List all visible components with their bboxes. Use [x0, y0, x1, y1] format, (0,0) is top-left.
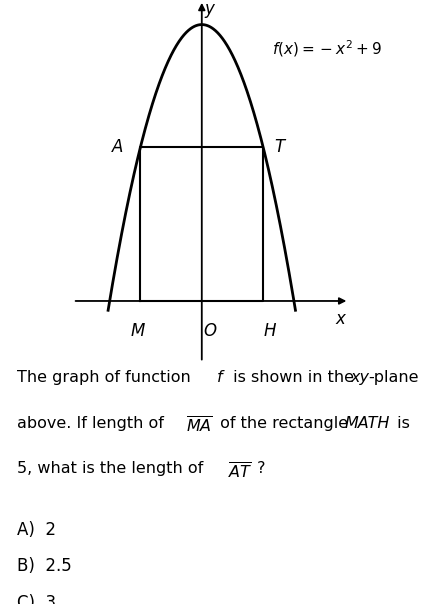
- Text: A)  2: A) 2: [17, 521, 56, 539]
- Text: MATH: MATH: [345, 416, 390, 431]
- Text: f: f: [217, 370, 222, 385]
- Text: ?: ?: [252, 461, 266, 477]
- Text: $\overline{AT}$: $\overline{AT}$: [228, 461, 253, 481]
- Text: is: is: [392, 416, 409, 431]
- Text: H: H: [263, 323, 276, 341]
- Text: A: A: [112, 138, 124, 156]
- Text: xy: xy: [351, 370, 370, 385]
- Text: O: O: [203, 323, 216, 341]
- Text: M: M: [130, 323, 144, 341]
- Text: C)  3: C) 3: [17, 594, 56, 604]
- Text: T: T: [274, 138, 284, 156]
- Text: $\overline{MA}$: $\overline{MA}$: [186, 416, 213, 435]
- Text: above. If length of: above. If length of: [17, 416, 169, 431]
- Text: $f(x)=-x^2+9$: $f(x)=-x^2+9$: [273, 39, 382, 59]
- Text: 5, what is the length of: 5, what is the length of: [17, 461, 208, 477]
- Text: x: x: [335, 310, 345, 329]
- Text: The graph of function: The graph of function: [17, 370, 196, 385]
- Text: B)  2.5: B) 2.5: [17, 557, 72, 576]
- Text: -plane: -plane: [368, 370, 419, 385]
- Text: y: y: [205, 0, 214, 18]
- Text: is shown in the: is shown in the: [228, 370, 360, 385]
- Text: of the rectangle: of the rectangle: [215, 416, 353, 431]
